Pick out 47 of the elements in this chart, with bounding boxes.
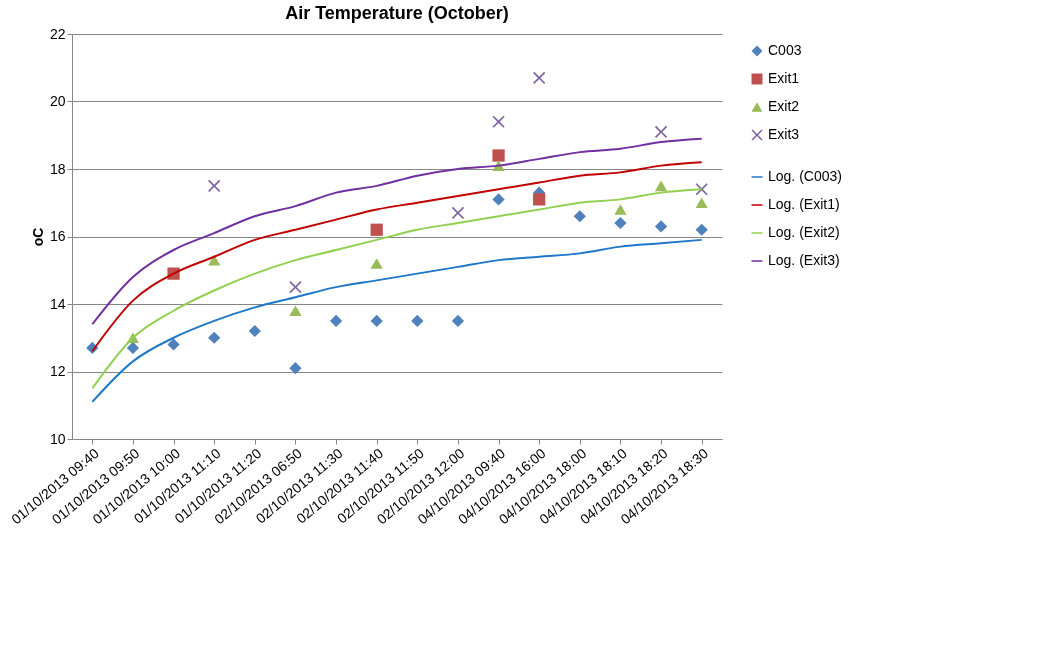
point <box>533 193 546 206</box>
legend-label: Log. (Exit2) <box>768 224 840 240</box>
point <box>451 314 465 327</box>
y-tick-label: 16 <box>49 228 66 244</box>
point <box>654 180 668 192</box>
point <box>654 125 668 138</box>
point <box>573 210 586 223</box>
legend-label: Exit3 <box>768 126 800 142</box>
point <box>695 197 708 209</box>
point <box>208 331 221 344</box>
point <box>695 223 708 236</box>
y-axis-title: oC <box>29 227 46 247</box>
point <box>370 258 383 269</box>
point <box>614 216 627 230</box>
point <box>126 341 140 354</box>
point <box>370 314 383 327</box>
point <box>492 193 505 206</box>
legend-label: Exit1 <box>768 70 800 86</box>
point <box>289 362 302 375</box>
point <box>411 314 424 327</box>
point <box>654 220 668 233</box>
legend-label: Log. (C003) <box>768 168 842 184</box>
legend-label: Log. (Exit3) <box>768 252 840 268</box>
point <box>329 314 343 327</box>
point <box>614 204 627 215</box>
y-tick-label: 22 <box>49 25 66 42</box>
point <box>289 305 302 317</box>
legend-label: C003 <box>768 42 802 58</box>
point <box>492 115 505 128</box>
y-tick-label: 20 <box>49 93 66 109</box>
point <box>370 223 383 236</box>
y-tick-label: 10 <box>49 430 66 447</box>
point <box>248 324 261 338</box>
line-series <box>91 238 703 403</box>
chart-title: Air Temperature (October) <box>285 3 509 23</box>
y-tick-label: 14 <box>49 295 66 312</box>
y-tick-label: 18 <box>49 160 66 177</box>
point <box>167 338 180 351</box>
point <box>533 71 546 84</box>
legend-label: Exit2 <box>768 98 800 114</box>
legend-label: Log. (Exit1) <box>768 196 840 212</box>
point <box>492 149 505 162</box>
point <box>695 183 708 196</box>
y-tick-label: 12 <box>49 363 66 379</box>
point <box>451 206 465 219</box>
line-series <box>91 137 703 326</box>
point <box>208 179 221 192</box>
